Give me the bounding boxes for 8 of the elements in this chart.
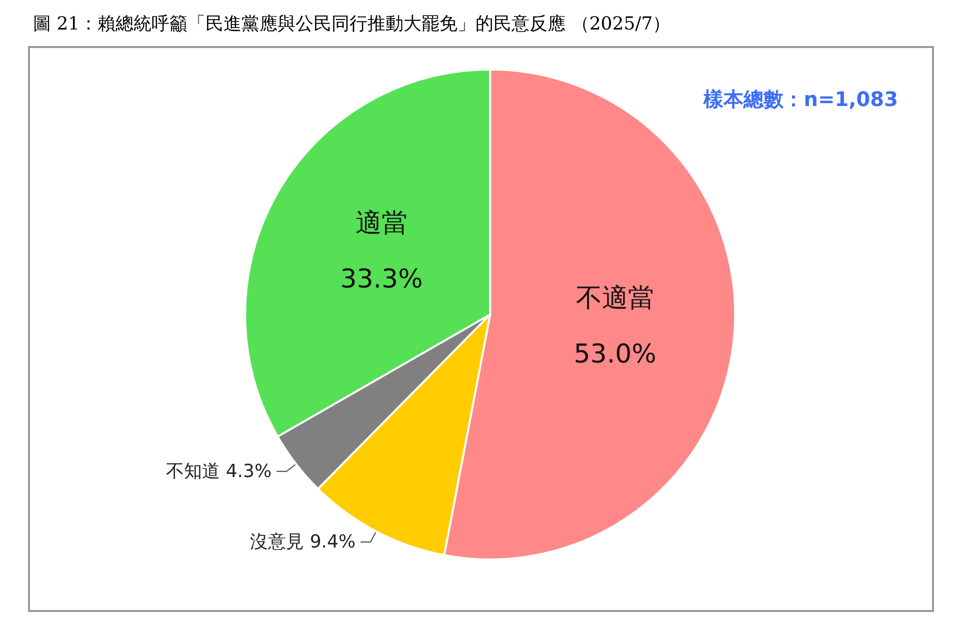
chart-title: 圖 21：賴總統呼籲「民進黨應與公民同行推動大罷免」的民意反應 （2025/7） <box>33 14 671 34</box>
slice-label: 適當 <box>355 208 408 239</box>
slice-label: 不適當 <box>576 283 654 314</box>
slice-label: 沒意見 9.4% <box>250 531 356 552</box>
data-label: 53.0% <box>574 339 656 370</box>
slice-label: 不知道 4.3% <box>166 460 272 482</box>
data-label: 33.3% <box>340 264 423 295</box>
text: 樣本總數：n=1,083 <box>702 87 898 111</box>
